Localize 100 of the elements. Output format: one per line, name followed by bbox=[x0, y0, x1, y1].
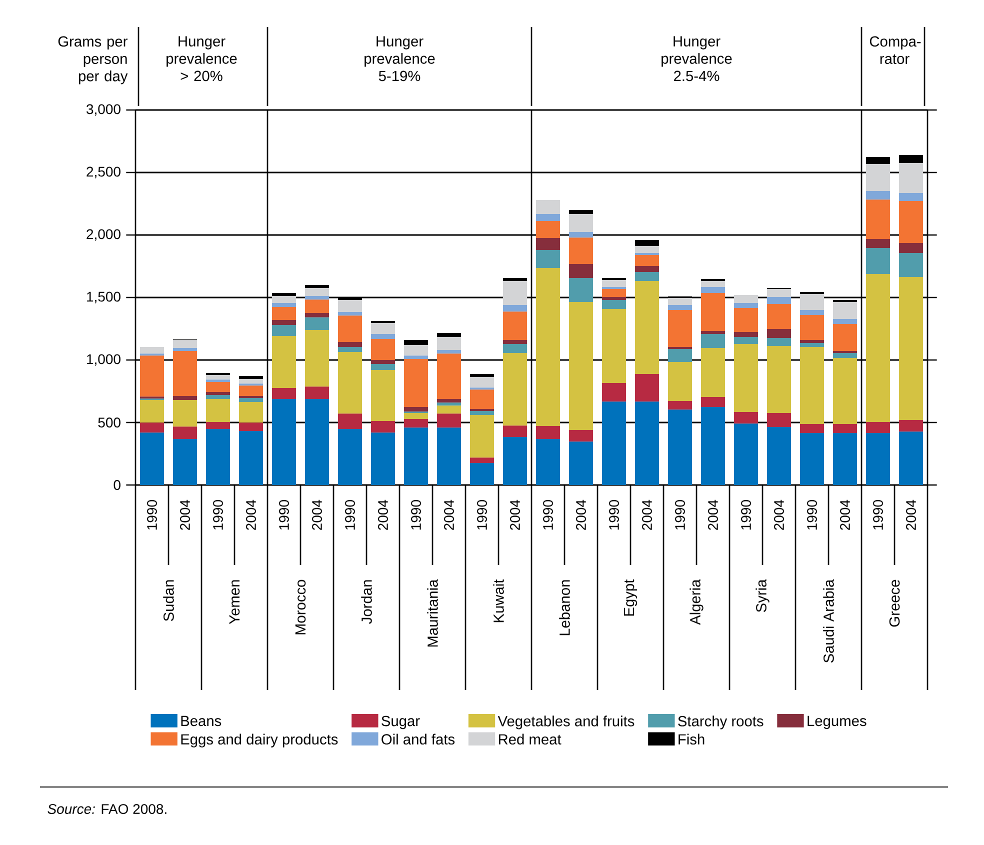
bar bbox=[206, 395, 230, 400]
bar bbox=[536, 426, 560, 440]
bar bbox=[470, 458, 494, 464]
bar bbox=[239, 376, 264, 380]
bar bbox=[767, 304, 792, 330]
bar bbox=[569, 442, 594, 486]
y-tick-label: 1,000 bbox=[87, 354, 120, 366]
x-tick-label: 2004 bbox=[180, 500, 190, 530]
bar bbox=[866, 433, 890, 486]
text: Sudan bbox=[163, 580, 174, 622]
bar bbox=[635, 374, 660, 402]
text: Source: FAO 2008. bbox=[48, 804, 166, 814]
bar bbox=[800, 347, 824, 424]
bar bbox=[635, 272, 660, 282]
bar bbox=[404, 359, 428, 408]
bar bbox=[173, 348, 197, 352]
text: Yemen bbox=[229, 580, 240, 624]
bar bbox=[239, 379, 264, 384]
text: Lebanon bbox=[559, 580, 570, 636]
bar bbox=[833, 433, 858, 486]
bar bbox=[371, 364, 396, 370]
x-tick-label: 1990 bbox=[213, 500, 223, 530]
bar bbox=[140, 347, 164, 354]
legend-label: Eggs and dairy products bbox=[181, 734, 338, 748]
bar bbox=[866, 239, 890, 248]
bar bbox=[470, 390, 494, 410]
bar bbox=[305, 317, 330, 330]
bar bbox=[503, 305, 528, 312]
x-tick-label: 1990 bbox=[675, 500, 685, 530]
text: Saudi Arabia bbox=[823, 579, 834, 663]
y-tick-label: 2,500 bbox=[86, 166, 120, 178]
bar bbox=[470, 415, 494, 458]
bar bbox=[503, 312, 528, 340]
bar bbox=[338, 352, 362, 414]
bar bbox=[305, 296, 330, 300]
bar bbox=[701, 397, 726, 408]
bar bbox=[569, 214, 594, 232]
bar bbox=[536, 250, 560, 268]
bar bbox=[767, 289, 792, 298]
bar bbox=[635, 281, 660, 374]
bar bbox=[569, 232, 594, 238]
bar bbox=[833, 302, 858, 320]
bar bbox=[602, 402, 626, 486]
bar bbox=[701, 287, 726, 294]
y-tick-label: 500 bbox=[98, 418, 120, 428]
bar bbox=[800, 294, 824, 310]
bar bbox=[536, 268, 560, 426]
bar bbox=[767, 297, 792, 304]
bar bbox=[272, 303, 296, 308]
bar bbox=[866, 157, 890, 164]
bar bbox=[140, 422, 164, 433]
x-tick-label: 2004 bbox=[510, 500, 520, 530]
bar bbox=[899, 253, 924, 278]
bar bbox=[767, 427, 792, 486]
bar bbox=[437, 406, 462, 414]
bar bbox=[437, 337, 462, 350]
bar bbox=[404, 340, 428, 346]
bar bbox=[800, 343, 824, 348]
bar bbox=[305, 288, 330, 296]
bar bbox=[668, 362, 692, 402]
bar bbox=[239, 431, 264, 486]
x-tick-label: 1990 bbox=[609, 500, 619, 530]
x-tick-label: 2004 bbox=[840, 500, 850, 530]
bar bbox=[767, 329, 792, 338]
bar bbox=[140, 432, 164, 486]
y-tick-label: 2,000 bbox=[86, 229, 120, 241]
x-tick-label: 1990 bbox=[741, 500, 751, 530]
text: Morocco bbox=[295, 580, 306, 634]
bar bbox=[338, 342, 362, 348]
bar bbox=[437, 414, 462, 428]
legend-label: Vegetables and fruits bbox=[498, 716, 634, 730]
bar bbox=[338, 347, 362, 352]
bar bbox=[404, 413, 428, 420]
bar bbox=[536, 439, 560, 486]
bar bbox=[536, 238, 560, 250]
bar bbox=[833, 424, 858, 434]
y-tick-label: 0 bbox=[114, 480, 120, 490]
bar bbox=[602, 289, 626, 298]
bar bbox=[437, 333, 462, 338]
bar bbox=[206, 392, 230, 396]
bar bbox=[866, 422, 890, 434]
bar bbox=[140, 400, 164, 423]
bar bbox=[338, 312, 362, 316]
bar bbox=[602, 300, 626, 310]
bar bbox=[272, 296, 296, 304]
bar bbox=[338, 414, 362, 430]
bar bbox=[668, 310, 692, 348]
bar bbox=[734, 344, 758, 412]
bar bbox=[206, 429, 230, 486]
bar bbox=[272, 388, 296, 400]
bar bbox=[668, 410, 692, 486]
bar bbox=[734, 332, 758, 338]
bar bbox=[569, 238, 594, 264]
bar bbox=[338, 429, 362, 486]
bar bbox=[866, 200, 890, 240]
x-tick-label: 1990 bbox=[279, 500, 289, 530]
x-tick-label: 1990 bbox=[807, 500, 817, 530]
bar bbox=[536, 221, 560, 238]
bar bbox=[305, 285, 330, 288]
bar bbox=[503, 437, 528, 486]
